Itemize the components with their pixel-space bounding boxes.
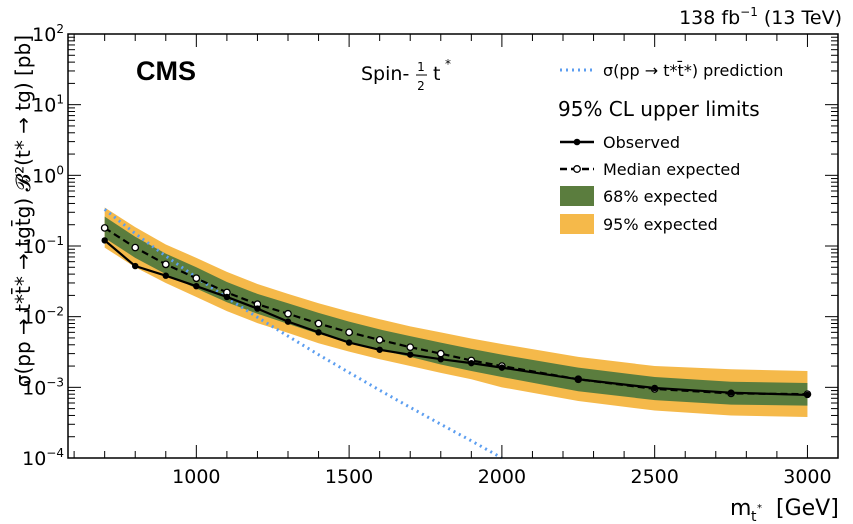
y-tick-label: 10−3 (22, 375, 64, 399)
x-tick-label: 2000 (478, 466, 526, 488)
bands-group (104, 207, 808, 418)
lines-group (103, 208, 808, 460)
observed-line (103, 239, 808, 397)
x-tick-label: 1500 (325, 466, 373, 488)
y-tick-label: 101 (32, 93, 64, 117)
band-68-expected (104, 216, 808, 406)
svg-text:*: * (445, 57, 451, 71)
markers-group (100, 224, 812, 399)
x-axis-label: m t * [GeV] (730, 496, 839, 524)
observed-point (804, 391, 811, 399)
model-label: Spin- 1 2 t * (361, 57, 451, 93)
svg-text:2: 2 (417, 79, 425, 93)
median-expected-point (436, 349, 445, 358)
observed-point (254, 305, 261, 312)
observed-point (407, 351, 414, 358)
svg-text:t: t (433, 63, 440, 85)
svg-text:t: t (751, 509, 757, 524)
median-expected-point (406, 343, 415, 352)
legend-band68-label: 68% expected (603, 187, 718, 206)
observed-point (376, 346, 383, 353)
median-expected-point (100, 224, 109, 232)
svg-text:1: 1 (417, 60, 425, 74)
observed-point (575, 376, 582, 383)
observed-point (651, 384, 658, 392)
y-tick-label: 10−2 (22, 305, 64, 329)
median-expected-point (192, 274, 201, 283)
legend-title: 95% CL upper limits (558, 97, 760, 121)
experiment-label: CMS (136, 56, 196, 86)
x-tick-label: 1000 (172, 466, 220, 488)
svg-text:Spin-: Spin- (361, 63, 409, 85)
legend-band95-swatch (560, 214, 594, 234)
observed-point (437, 356, 444, 363)
median-expected-point (131, 243, 140, 252)
observed-point (132, 262, 139, 270)
observed-point (498, 364, 506, 371)
legend-observed-marker (573, 138, 581, 146)
observed-point (284, 318, 292, 325)
legend-band95-label: 95% expected (603, 215, 718, 234)
lumi-energy-label: 138 fb−1 (13 TeV) (679, 5, 842, 29)
observed-point (101, 237, 108, 244)
median-expected-point (375, 335, 384, 344)
y-tick-label: 100 (32, 163, 64, 187)
median-expected-line (104, 227, 808, 396)
legend: σ(pp → t*t̄*) prediction 95% CL upper li… (558, 61, 783, 234)
median-expected-point (284, 309, 292, 318)
observed-point (315, 329, 322, 336)
observed-point (193, 282, 200, 290)
legend-band68-swatch (560, 186, 594, 206)
y-tick-label: 102 (32, 22, 64, 46)
y-tick-label: 10−4 (22, 446, 64, 470)
observed-point (345, 339, 353, 346)
svg-text:[GeV]: [GeV] (776, 496, 839, 521)
y-axis-label: σ(pp → t*t̄* → tgt̄g) 𝓑²(t* → tg) [pb] (10, 35, 35, 387)
median-expected-point (161, 260, 170, 269)
legend-expected-label: Median expected (603, 160, 740, 179)
x-tick-label: 3000 (783, 466, 831, 488)
y-tick-label: 10−1 (22, 234, 64, 258)
legend-expected-marker (573, 165, 581, 173)
median-expected-point (345, 328, 353, 337)
band-95-expected (104, 207, 808, 418)
median-expected-point (314, 319, 323, 328)
legend-observed-label: Observed (603, 133, 680, 152)
prediction-line (103, 208, 503, 460)
legend-prediction-label: σ(pp → t*t̄*) prediction (603, 61, 783, 80)
observed-point (162, 272, 169, 279)
observed-point (727, 389, 735, 396)
svg-text:*: * (757, 503, 762, 514)
observed-point (468, 359, 475, 367)
x-tick-label: 2500 (630, 466, 678, 488)
observed-point (223, 293, 231, 301)
svg-text:m: m (730, 496, 751, 521)
axis-ticks: 1000 1500 2000 2500 3000 10−4 10−3 10−2 10−1 100 1… (22, 22, 839, 488)
